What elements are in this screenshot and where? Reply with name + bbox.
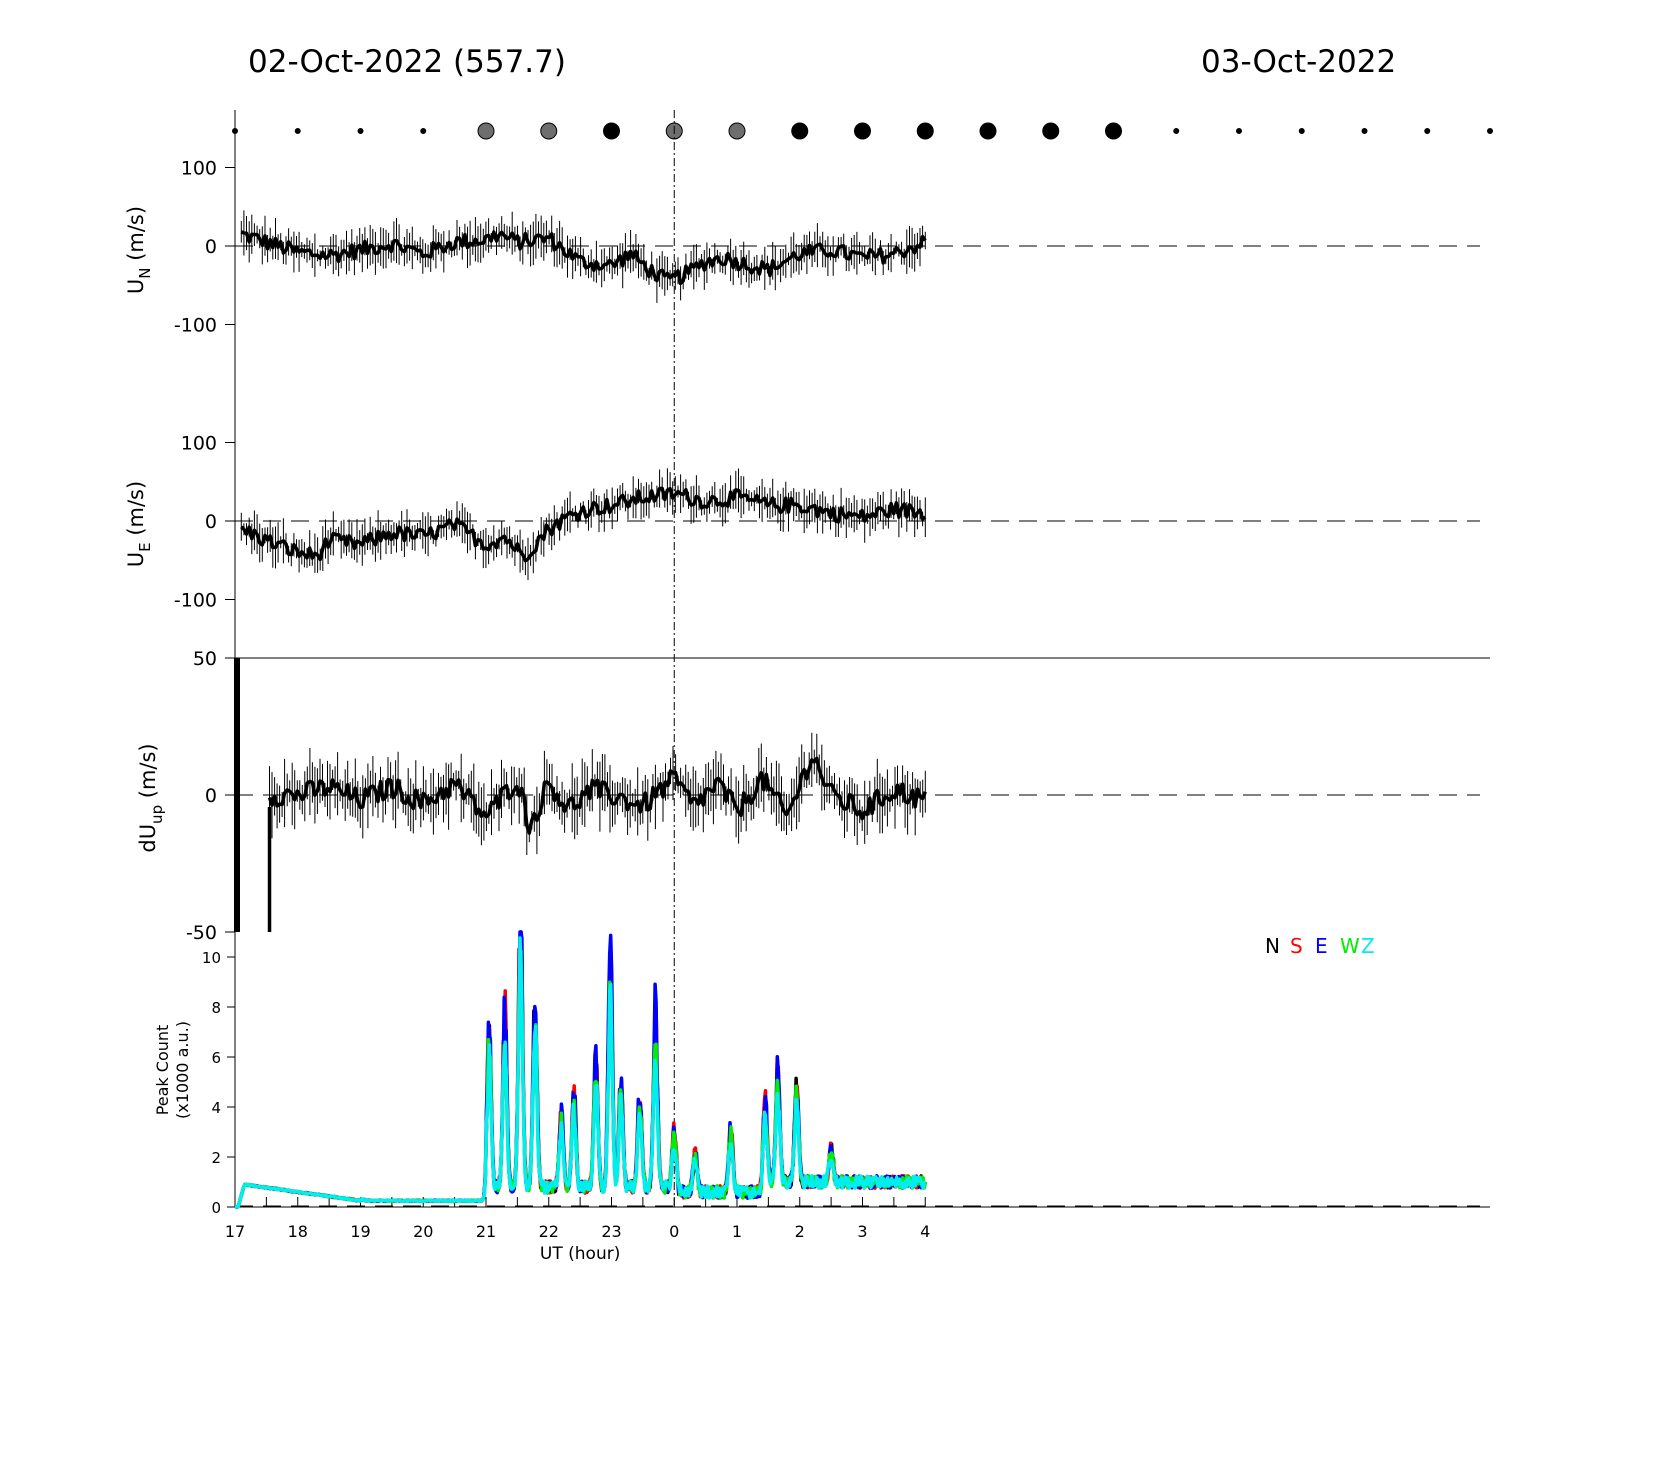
sky-marker-black [979,122,997,140]
dup-panel-tick-label: 50 [193,648,217,670]
peak-y-tick-label: 2 [211,1149,221,1167]
peak-y-tick-label: 8 [211,999,221,1017]
sky-marker-black [1105,122,1122,140]
sky-marker-small [1298,128,1305,134]
x-tick-label: 18 [288,1222,308,1241]
ue-panel-ylabel: UE (m/s) [124,481,154,567]
ue-panel-line [240,486,927,563]
peak-y-tick-label: 0 [211,1199,221,1217]
un-panel-tick-label: 0 [205,236,217,258]
dup-panel-tick-label: -50 [186,922,217,944]
dup-panel-tick-label: 0 [205,785,217,807]
sky-marker-small [294,128,301,134]
un-panel-ylabel-text: UN (m/s) [124,206,154,294]
sky-marker-gray [728,122,746,140]
right-date-label: 03-Oct-2022 [1201,44,1397,80]
legend-E: E [1315,934,1328,958]
ue-panel-error-bars [240,468,926,580]
x-tick-label: 20 [413,1222,433,1241]
sky-marker-black [603,122,620,140]
sky-marker-small [1173,128,1180,134]
un-panel-ylabel: UN (m/s) [124,206,154,294]
sky-marker-small [1361,128,1368,134]
x-tick-label: 1 [732,1222,742,1241]
sky-marker-black [791,122,809,140]
legend-Z: Z [1361,934,1375,958]
sky-marker-black [1042,122,1060,140]
legend-W: W [1340,934,1360,958]
dup-panel-ylabel-text: dUup (m/s) [136,743,166,852]
x-tick-label: 17 [225,1222,245,1241]
un-panel-tick-label: -100 [174,315,217,337]
sky-marker-gray [540,122,558,140]
x-tick-label: 21 [476,1222,496,1241]
peak-ylabel-line2: (x1000 a.u.) [173,1021,192,1119]
sky-marker-small [357,128,364,134]
ue-panel-ylabel-text: UE (m/s) [124,481,154,567]
x-axis-label: UT (hour) [540,1244,620,1264]
ue-panel-tick-label: 100 [181,433,217,455]
x-tick-label: 2 [795,1222,805,1241]
x-tick-label: 22 [539,1222,559,1241]
peak-y-tick-label: 4 [211,1099,221,1117]
peak-ylabel: Peak Count (x1000 a.u.) [153,1021,192,1119]
legend-N: N [1265,934,1280,958]
dup-panel-ylabel: dUup (m/s) [136,743,166,852]
peak-series-Z [234,936,927,1209]
sky-marker-black [854,122,871,140]
ue-panel-tick-label: -100 [174,590,217,612]
ue-panel-tick-label: 0 [205,511,217,533]
sky-marker-black [916,122,934,140]
peak-ylabel-line1: Peak Count [153,1025,172,1116]
sky-marker-small [1487,128,1493,134]
un-panel-line [240,230,927,286]
x-tick-label: 0 [669,1222,679,1241]
sky-marker-small [1424,128,1431,134]
sky-marker-small [420,128,427,134]
dup-panel-line [267,756,927,835]
x-tick-label: 4 [920,1222,930,1241]
sky-marker-gray [477,122,495,140]
peak-series-S [234,930,927,1209]
x-tick-label: 3 [857,1222,867,1241]
un-panel-tick-label: 100 [181,158,217,180]
x-tick-label: 19 [350,1222,370,1241]
peak-series-N [234,930,927,1209]
peak-series-W [234,949,928,1209]
sky-marker-small [1236,128,1242,134]
left-date-label: 02-Oct-2022 (557.7) [248,44,566,80]
peak-y-tick-label: 10 [202,949,221,967]
x-tick-label: 23 [601,1222,621,1241]
peak-series-E [234,930,928,1209]
peak-y-tick-label: 6 [211,1049,221,1067]
legend-S: S [1290,934,1303,958]
